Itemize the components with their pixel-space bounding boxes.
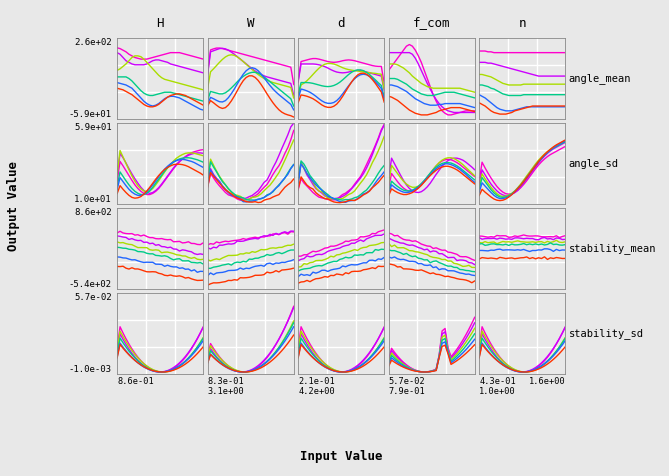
Text: 8.3e-01
3.1e+00: 8.3e-01 3.1e+00	[207, 377, 244, 396]
Text: -5.9e+01: -5.9e+01	[69, 110, 112, 119]
Text: 5.9e+01: 5.9e+01	[74, 123, 112, 132]
Text: d: d	[337, 17, 345, 30]
Text: 4.3e-01
1.0e+00: 4.3e-01 1.0e+00	[479, 377, 516, 396]
Text: f_com: f_com	[413, 17, 450, 30]
Text: 1.0e+01: 1.0e+01	[74, 195, 112, 204]
Text: 2.1e-01
4.2e+00: 2.1e-01 4.2e+00	[298, 377, 335, 396]
Text: angle_sd: angle_sd	[569, 158, 619, 169]
Text: stability_mean: stability_mean	[569, 243, 656, 254]
Text: 8.6e+02: 8.6e+02	[74, 208, 112, 217]
Text: 8.6e-01: 8.6e-01	[117, 377, 154, 387]
Text: 1.6e+00: 1.6e+00	[529, 377, 565, 387]
Text: 2.6e+02: 2.6e+02	[74, 38, 112, 47]
Text: n: n	[518, 17, 526, 30]
Text: 5.7e-02
7.9e-01: 5.7e-02 7.9e-01	[389, 377, 425, 396]
Text: -5.4e+02: -5.4e+02	[69, 280, 112, 289]
Text: -1.0e-03: -1.0e-03	[69, 365, 112, 374]
Text: Input Value: Input Value	[300, 450, 383, 464]
Text: stability_sd: stability_sd	[569, 328, 644, 339]
Text: angle_mean: angle_mean	[569, 73, 631, 84]
Text: Output Value: Output Value	[7, 161, 20, 251]
Text: H: H	[157, 17, 164, 30]
Text: 5.7e-02: 5.7e-02	[74, 293, 112, 302]
Text: W: W	[247, 17, 254, 30]
